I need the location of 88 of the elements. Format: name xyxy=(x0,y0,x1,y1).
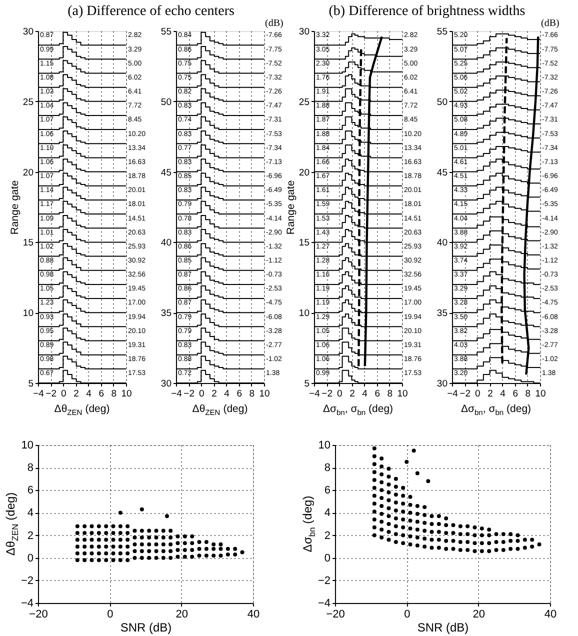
y-tick-label: 5 xyxy=(304,378,310,390)
x-tick-label: 0 xyxy=(336,388,342,400)
y-tick-label: 45 xyxy=(160,167,172,178)
y-tick-label: 30 xyxy=(298,26,310,38)
y-tick-label: 4 xyxy=(27,507,34,520)
x-tick-label: 4 xyxy=(86,388,92,400)
chart-title: (b) Difference of brightness widths xyxy=(328,4,526,19)
x-tick-label: −20 xyxy=(29,608,48,620)
x-tick-label: −4 xyxy=(447,388,458,400)
y-tick-label: 25 xyxy=(298,96,310,108)
y-tick-label: 15 xyxy=(298,238,310,249)
x-axis-title: SNR (dB) xyxy=(417,620,469,634)
y-tick-label: 30 xyxy=(436,378,448,390)
x-tick-label: 4 xyxy=(362,388,368,400)
y-tick-label: 50 xyxy=(436,96,448,108)
y-axis-title: Range gate xyxy=(284,180,297,235)
x-tick-label: 0 xyxy=(404,608,410,620)
x-tick-label: −2 xyxy=(460,388,470,400)
x-tick-label: 6 xyxy=(98,388,104,400)
y-tick-label: 6 xyxy=(324,484,330,497)
y-tick-label: −4 xyxy=(20,598,34,610)
y-tick-label: 10 xyxy=(298,308,310,320)
x-tick-label: 0 xyxy=(474,388,480,400)
y-tick-label: 10 xyxy=(21,440,34,452)
x-tick-label: 2 xyxy=(212,388,217,400)
x-tick-label: 20 xyxy=(176,608,188,620)
y-tick-label: 45 xyxy=(436,167,448,178)
x-tick-label: 2 xyxy=(488,388,493,400)
x-tick-label: 4 xyxy=(500,388,506,400)
y-tick-label: 30 xyxy=(160,378,172,390)
x-tick-label: 8 xyxy=(525,388,531,400)
x-tick-label: 10 xyxy=(259,388,270,400)
x-tick-label: 10 xyxy=(535,388,546,400)
x-tick-label: 4 xyxy=(224,388,230,400)
y-axis-title: Range gate xyxy=(8,180,21,235)
y-tick-label: −4 xyxy=(318,598,330,610)
y-axis-title: Δσbn (deg) xyxy=(300,496,318,552)
y-tick-label: 20 xyxy=(298,167,310,178)
y-tick-label: 4 xyxy=(324,507,330,520)
y-tick-label: −2 xyxy=(20,574,34,587)
y-tick-label: 2 xyxy=(27,530,34,542)
y-tick-label: 35 xyxy=(160,308,172,320)
y-tick-label: 50 xyxy=(160,96,172,108)
y-tick-label: 40 xyxy=(160,238,172,249)
x-tick-label: 8 xyxy=(111,388,117,400)
x-tick-label: 10 xyxy=(121,388,132,400)
y-tick-label: 40 xyxy=(436,238,448,249)
y-tick-label: 35 xyxy=(436,308,448,320)
y-tick-label: 15 xyxy=(22,238,34,249)
y-tick-label: 10 xyxy=(318,440,330,452)
x-tick-label: 8 xyxy=(249,388,255,400)
y-tick-label: 55 xyxy=(436,26,448,38)
y-tick-label: 6 xyxy=(27,484,34,497)
y-tick-label: 20 xyxy=(22,167,34,178)
y-tick-label: 0 xyxy=(324,552,330,564)
y-tick-label: 8 xyxy=(27,462,34,474)
x-tick-label: 6 xyxy=(236,388,242,400)
x-tick-label: 8 xyxy=(387,388,393,400)
y-tick-label: 55 xyxy=(160,26,172,38)
y-tick-label: 5 xyxy=(28,378,34,390)
x-tick-label: −4 xyxy=(309,388,320,400)
text: (dB) xyxy=(541,18,560,29)
x-tick-label: −2 xyxy=(184,388,194,400)
y-tick-label: 30 xyxy=(22,26,34,38)
y-tick-label: 25 xyxy=(22,96,34,108)
y-tick-label: −2 xyxy=(318,574,330,587)
y-tick-label: 0 xyxy=(27,552,34,564)
x-tick-label: −2 xyxy=(46,388,56,400)
x-tick-label: −4 xyxy=(171,388,182,400)
x-tick-label: 0 xyxy=(60,388,66,400)
x-tick-label: 2 xyxy=(74,388,79,400)
text: (dB) xyxy=(265,18,284,29)
x-tick-label: 6 xyxy=(374,388,380,400)
y-tick-label: 8 xyxy=(324,462,330,474)
y-axis-title: ΔθZEN (deg) xyxy=(3,492,20,556)
x-tick-label: 40 xyxy=(247,608,260,620)
x-tick-label: 40 xyxy=(544,608,557,620)
x-tick-label: 20 xyxy=(472,608,485,620)
x-tick-label: 6 xyxy=(512,388,518,400)
x-tick-label: 2 xyxy=(350,388,355,400)
x-tick-label: 10 xyxy=(397,388,408,400)
y-tick-label: 10 xyxy=(22,308,34,320)
x-tick-label: −20 xyxy=(326,608,345,620)
x-axis-title: SNR (dB) xyxy=(120,620,172,634)
x-tick-label: 0 xyxy=(198,388,204,400)
y-tick-label: 2 xyxy=(324,530,330,542)
x-tick-label: 0 xyxy=(107,608,114,620)
chart-title: (a) Difference of echo centers xyxy=(68,4,234,19)
